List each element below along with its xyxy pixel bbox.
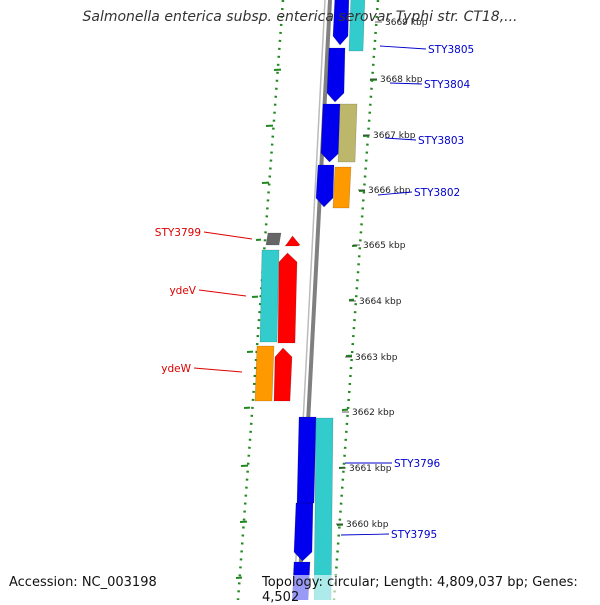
gene-label: STY3795 <box>391 529 437 541</box>
misc-feature <box>255 346 274 401</box>
gene-label: STY3803 <box>418 135 464 147</box>
cds-feature <box>274 348 292 401</box>
tick-label: 3663 kbp <box>355 353 398 363</box>
tick-label: 3661 kbp <box>349 464 392 474</box>
tick-label: 3660 kbp <box>346 520 389 530</box>
tick-label: 3664 kbp <box>359 297 402 307</box>
map-title: Salmonella enterica subsp. enterica sero… <box>0 9 600 25</box>
cds-feature <box>316 165 334 207</box>
label-leader <box>380 46 426 49</box>
gene-label: STY3804 <box>424 79 471 91</box>
cds-feature <box>321 104 340 162</box>
label-leader <box>204 232 252 239</box>
misc-feature <box>338 104 357 162</box>
gene-label: STY3799 <box>155 227 201 239</box>
topology-summary: Topology: circular; Length: 4,809,037 bp… <box>262 575 600 605</box>
gene-label: ydeV <box>169 285 196 297</box>
cds-feature <box>285 236 300 246</box>
gene-label: STY3802 <box>414 187 460 199</box>
misc-feature <box>266 233 281 245</box>
tick-label: 3665 kbp <box>363 241 406 251</box>
cds-feature <box>294 503 313 561</box>
gene-label: ydeW <box>161 363 191 375</box>
label-leader <box>341 534 389 535</box>
accession-text: Accession: NC_003198 <box>9 575 157 590</box>
gene-feature <box>260 250 279 342</box>
label-leader <box>194 368 242 372</box>
gene-feature <box>349 0 365 51</box>
cds-feature <box>327 48 345 102</box>
gene-label: STY3805 <box>428 44 474 56</box>
cds-feature <box>297 417 316 503</box>
misc-feature <box>333 167 351 208</box>
label-leader <box>199 290 246 296</box>
tick-label: 3666 kbp <box>368 186 411 196</box>
cds-feature <box>278 253 297 343</box>
tick-label: 3662 kbp <box>352 408 395 418</box>
gene-feature <box>314 418 333 600</box>
gene-label: STY3796 <box>394 458 441 470</box>
